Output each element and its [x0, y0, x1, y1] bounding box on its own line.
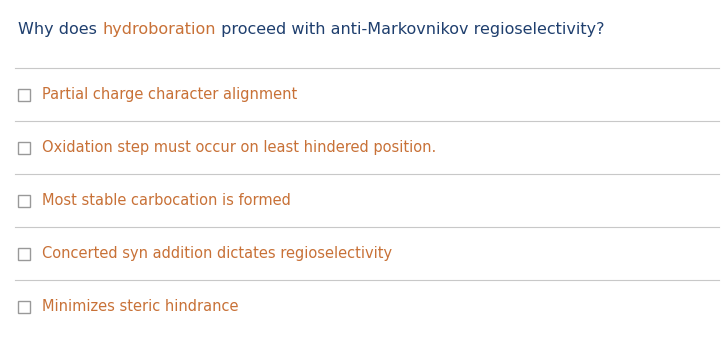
Text: Most stable carbocation is formed: Most stable carbocation is formed	[42, 193, 291, 208]
Text: Minimizes steric hindrance: Minimizes steric hindrance	[42, 299, 239, 314]
FancyBboxPatch shape	[18, 88, 30, 100]
FancyBboxPatch shape	[18, 142, 30, 154]
Text: proceed with anti-Markovnikov regioselectivity?: proceed with anti-Markovnikov regioselec…	[216, 22, 604, 37]
Text: Partial charge character alignment: Partial charge character alignment	[42, 87, 297, 102]
Text: Concerted syn addition dictates regioselectivity: Concerted syn addition dictates regiosel…	[42, 246, 392, 261]
Text: Why does: Why does	[18, 22, 102, 37]
FancyBboxPatch shape	[18, 300, 30, 312]
FancyBboxPatch shape	[18, 248, 30, 260]
Text: Oxidation step must occur on least hindered position.: Oxidation step must occur on least hinde…	[42, 140, 436, 155]
Text: hydroboration: hydroboration	[102, 22, 216, 37]
FancyBboxPatch shape	[18, 194, 30, 206]
